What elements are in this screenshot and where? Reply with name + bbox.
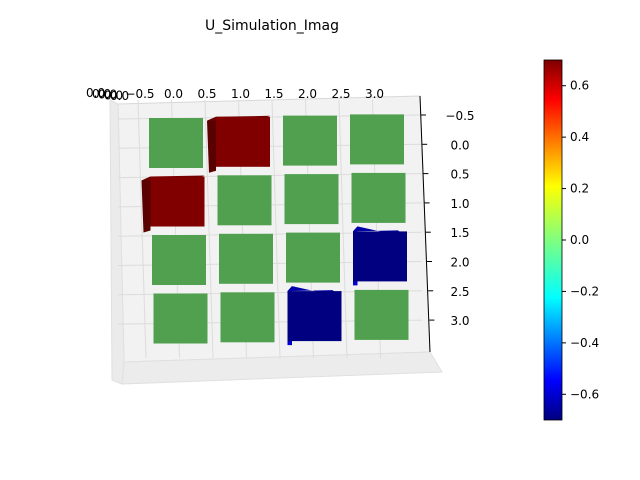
bar-face xyxy=(351,172,406,223)
y-tick-label: 3.0 xyxy=(450,314,469,328)
colorbar-tick-label: 0.4 xyxy=(570,130,589,144)
bar-side xyxy=(207,116,216,173)
x-tick-label: 2.0 xyxy=(298,87,317,101)
colorbar-gradient xyxy=(543,59,563,421)
bar xyxy=(152,235,206,285)
bar xyxy=(286,232,340,283)
bar xyxy=(351,172,406,223)
bar xyxy=(149,118,203,168)
x-tick-label: 0.5 xyxy=(197,87,216,101)
bar xyxy=(287,286,342,346)
bar xyxy=(207,115,270,173)
colorbar-ticks: 0.6 0.4 0.2 0.0 −0.2 −0.4 −0.6 xyxy=(562,79,599,401)
z-tick-label: 0.0 xyxy=(98,88,117,102)
bar-face xyxy=(287,291,342,342)
x-tick-label: 1.5 xyxy=(264,87,283,101)
y-tick-label: 2.0 xyxy=(450,256,469,270)
bar-face xyxy=(354,289,409,340)
bar-face xyxy=(353,231,407,282)
gridline-x xyxy=(338,99,348,359)
colorbar-tick-label: 0.6 xyxy=(570,79,589,93)
z-tick-label: 0.0 xyxy=(110,89,129,103)
bar-face xyxy=(219,233,273,284)
x-tick-label: −0.5 xyxy=(125,87,154,101)
bar-face xyxy=(286,232,340,283)
x-tick-label: 1.0 xyxy=(231,87,250,101)
bar-top xyxy=(287,286,342,298)
colorbar-tick-label: −0.6 xyxy=(570,387,599,401)
z-tick-label: 0.0 xyxy=(86,86,105,100)
z-tick-labels: 0.00.00.00.00.0 xyxy=(86,86,129,103)
bar xyxy=(283,115,337,166)
x-tick-labels: −0.5 0.0 0.5 1.0 1.5 2.0 2.5 3.0 xyxy=(125,87,384,101)
axes-3d: −0.5 0.0 0.5 1.0 1.5 2.0 2.5 3.0 −0.50.00.51.01… xyxy=(86,86,475,385)
z-tick-label: 0.0 xyxy=(92,87,111,101)
bar-face xyxy=(350,114,404,165)
bar-face xyxy=(149,118,203,168)
bar xyxy=(353,226,407,286)
chart-title: U_Simulation_Imag xyxy=(205,18,339,34)
y-tick-label: 0.0 xyxy=(450,138,469,152)
colorbar-tick-label: 0.2 xyxy=(570,182,589,196)
x-tick-label: 3.0 xyxy=(365,87,384,101)
y-tick-label: 0.5 xyxy=(450,168,469,182)
bar xyxy=(219,233,273,284)
bar xyxy=(354,289,409,340)
colorbar: 0.6 0.4 0.2 0.0 −0.2 −0.4 −0.6 xyxy=(543,59,599,421)
bar-face xyxy=(284,174,339,225)
bar-face xyxy=(283,115,337,166)
colorbar-tick-label: 0.0 xyxy=(570,233,589,247)
bar-face xyxy=(153,293,208,344)
y-tick-label: 1.0 xyxy=(450,197,469,211)
z-tick-label: 0.0 xyxy=(104,88,123,102)
bar-face xyxy=(217,175,272,226)
bar xyxy=(284,174,339,225)
bars xyxy=(141,114,409,346)
x-tick-label: 0.0 xyxy=(164,87,183,101)
bar xyxy=(153,293,208,344)
x-tick-label: 2.5 xyxy=(331,87,350,101)
bar xyxy=(217,175,272,226)
colorbar-tick-label: −0.2 xyxy=(570,284,599,298)
y-tick-label: 2.5 xyxy=(450,285,469,299)
bar xyxy=(141,175,205,233)
y-tick-labels: −0.5 0.0 0.5 1.0 1.5 2.0 2.5 3.0 xyxy=(421,109,475,328)
bar xyxy=(350,114,404,165)
bar-face xyxy=(220,292,275,343)
bar-face xyxy=(150,176,205,227)
bottom-pane xyxy=(121,351,443,385)
y-tick-label: −0.5 xyxy=(445,109,474,123)
bar-face xyxy=(216,116,270,167)
gridline-x xyxy=(137,99,147,359)
y-tick-label: 1.5 xyxy=(450,226,469,240)
gridline-x xyxy=(204,99,214,359)
bar-top xyxy=(353,226,407,238)
bar-face xyxy=(152,235,206,285)
gridline-x xyxy=(271,99,281,359)
right-axis-line xyxy=(419,95,431,353)
bar xyxy=(220,292,275,343)
bar-side xyxy=(141,176,151,233)
colorbar-tick-label: −0.4 xyxy=(570,336,599,350)
